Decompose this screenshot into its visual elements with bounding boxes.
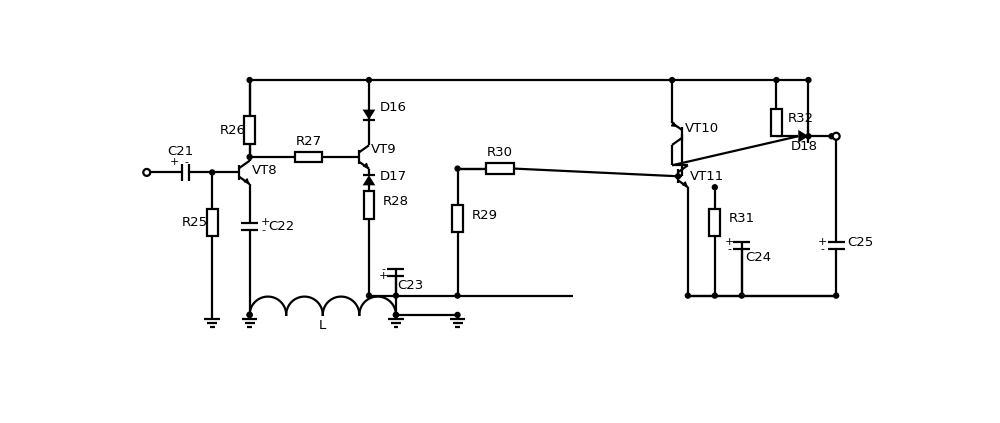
Text: +: + — [169, 157, 179, 167]
Text: R30: R30 — [487, 146, 513, 159]
Bar — [295, 151, 322, 162]
Polygon shape — [798, 130, 808, 143]
Text: R28: R28 — [383, 195, 409, 208]
Circle shape — [739, 293, 744, 298]
Circle shape — [247, 77, 252, 82]
Circle shape — [210, 170, 215, 175]
Circle shape — [143, 169, 150, 176]
Text: R32: R32 — [788, 113, 814, 125]
Text: L: L — [319, 319, 326, 332]
Circle shape — [774, 77, 779, 82]
Text: R31: R31 — [729, 212, 755, 225]
Text: D16: D16 — [380, 101, 407, 114]
Text: +: + — [725, 237, 734, 247]
Text: +: + — [379, 272, 388, 281]
Text: -: - — [727, 244, 731, 254]
Bar — [207, 209, 218, 236]
Circle shape — [806, 134, 811, 139]
Bar — [771, 109, 782, 136]
Circle shape — [367, 77, 371, 82]
Bar — [244, 116, 255, 144]
Text: -: - — [184, 157, 188, 167]
Text: +: + — [261, 217, 271, 228]
Text: C22: C22 — [268, 220, 294, 233]
Circle shape — [833, 133, 840, 140]
Text: D18: D18 — [791, 140, 818, 153]
Text: R25: R25 — [182, 216, 208, 229]
Bar — [486, 163, 514, 174]
Circle shape — [393, 293, 398, 298]
Bar — [364, 191, 374, 219]
Bar — [709, 209, 720, 236]
Circle shape — [670, 77, 675, 82]
Circle shape — [806, 77, 811, 82]
Text: -: - — [382, 264, 386, 274]
Text: C21: C21 — [168, 145, 194, 158]
Text: VT11: VT11 — [690, 170, 724, 183]
Circle shape — [712, 185, 717, 190]
Text: VT9: VT9 — [371, 143, 397, 156]
Circle shape — [455, 293, 460, 298]
Text: -: - — [820, 244, 824, 254]
Circle shape — [455, 166, 460, 171]
Text: R27: R27 — [295, 135, 322, 148]
Circle shape — [367, 293, 371, 298]
Text: +: + — [818, 237, 827, 247]
Circle shape — [247, 313, 252, 317]
Text: R29: R29 — [471, 209, 497, 222]
Circle shape — [455, 313, 460, 317]
Text: C23: C23 — [397, 280, 424, 292]
Text: VT8: VT8 — [252, 164, 278, 177]
Text: C24: C24 — [745, 251, 771, 264]
Polygon shape — [363, 175, 375, 185]
Text: R26: R26 — [220, 124, 246, 137]
Text: -: - — [261, 225, 265, 235]
Text: D17: D17 — [380, 170, 407, 183]
Circle shape — [676, 174, 681, 179]
Circle shape — [685, 293, 690, 298]
Circle shape — [247, 154, 252, 159]
Polygon shape — [363, 110, 375, 120]
Circle shape — [393, 313, 398, 317]
Circle shape — [247, 313, 252, 317]
Circle shape — [829, 134, 834, 139]
Text: VT10: VT10 — [685, 122, 719, 135]
Bar — [452, 205, 463, 233]
Circle shape — [834, 293, 839, 298]
Circle shape — [393, 313, 398, 317]
Circle shape — [712, 293, 717, 298]
Text: C25: C25 — [848, 236, 874, 249]
